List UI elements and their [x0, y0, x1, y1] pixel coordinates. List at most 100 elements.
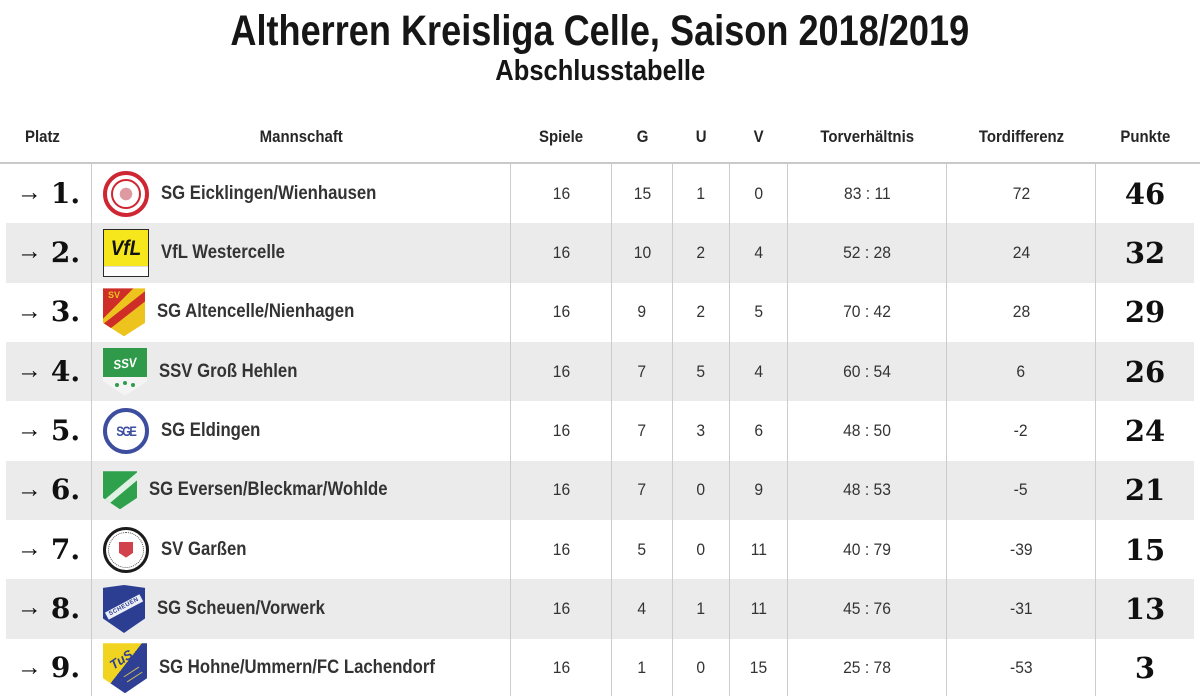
team-cell: SV SG Altencelle/Nienhagen [92, 282, 511, 342]
goal-difference-cell: 6 [947, 341, 1096, 402]
club-logo-altencelle-icon: SV [103, 288, 145, 337]
rank-number: 9. [50, 651, 81, 685]
draws-cell: 1 [673, 579, 730, 639]
table-row: → 1. SG Eicklingen/Wienhausen 16 15 1 0 … [6, 164, 1194, 224]
games-cell: 16 [511, 638, 612, 696]
team-cell: SCHEUEN SG Scheuen/Vorwerk [92, 579, 511, 639]
page-subtitle: Abschlusstabelle [495, 55, 705, 87]
header-platz: Platz [25, 127, 60, 146]
club-logo-eldingen-icon: SGE [103, 407, 149, 454]
trend-arrow-icon: → [16, 652, 42, 681]
goal-ratio-cell: 48 : 53 [788, 460, 947, 520]
club-logo-hehlen-icon: SSV [103, 347, 147, 396]
games-cell: 16 [511, 579, 612, 639]
team-cell: SGE SG Eldingen [92, 401, 511, 461]
games-cell: 16 [511, 519, 612, 580]
team-name: SG Altencelle/Nienhagen [157, 301, 355, 323]
wins-cell: 5 [612, 519, 673, 580]
wins-cell: 7 [612, 401, 673, 461]
wins-cell: 15 [612, 164, 673, 224]
header-mannschaft: Mannschaft [259, 127, 344, 146]
trend-arrow-icon: → [16, 474, 42, 503]
club-logo-scheuen-icon: SCHEUEN [103, 584, 145, 633]
header-u: U [696, 127, 707, 146]
wins-cell: 9 [612, 282, 673, 342]
goal-ratio-cell: 60 : 54 [788, 341, 947, 402]
games-cell: 16 [511, 164, 612, 224]
rank-cell: → 3. [6, 282, 92, 342]
team-name: SG Eldingen [161, 419, 261, 441]
table-row: → 6. SG Eversen/Bleckmar/Wohlde 16 7 0 9… [6, 460, 1194, 520]
team-name: SG Eversen/Bleckmar/Wohlde [149, 479, 388, 501]
table-row: → 5. SGE SG Eldingen 16 7 3 6 48 : 50 -2… [6, 401, 1194, 461]
losses-cell: 4 [730, 223, 788, 283]
goal-difference-cell: 28 [947, 282, 1096, 342]
club-logo-westercelle-icon: VfL [103, 228, 149, 277]
trend-arrow-icon: → [16, 178, 42, 207]
header-punkte: Punkte [1120, 127, 1170, 146]
losses-cell: 6 [730, 401, 788, 461]
wins-cell: 1 [612, 638, 673, 696]
table-row: → 4. SSV SSV Groß Hehlen 16 7 5 4 60 : 5… [6, 341, 1194, 402]
trend-arrow-icon: → [16, 415, 42, 444]
team-name: SG Eicklingen/Wienhausen [161, 182, 377, 204]
club-logo-eicklingen-icon [103, 170, 149, 217]
goal-difference-cell: -5 [947, 460, 1096, 520]
losses-cell: 11 [730, 579, 788, 639]
goal-difference-cell: -53 [947, 638, 1096, 696]
rank-cell: → 9. [6, 638, 92, 696]
rank-cell: → 8. [6, 579, 92, 639]
rank-number: 4. [50, 354, 81, 388]
rank-number: 5. [50, 413, 81, 447]
points-cell: 13 [1124, 591, 1166, 626]
games-cell: 16 [511, 223, 612, 283]
points-cell: 46 [1124, 176, 1166, 211]
club-logo-hohne-icon: TuS [103, 643, 147, 694]
rank-number: 2. [50, 235, 81, 269]
games-cell: 16 [511, 401, 612, 461]
rank-cell: → 6. [6, 460, 92, 520]
goal-ratio-cell: 48 : 50 [788, 401, 947, 461]
draws-cell: 5 [673, 341, 730, 402]
trend-arrow-icon: → [16, 356, 42, 385]
trend-arrow-icon: → [16, 237, 42, 266]
table-row: → 3. SV SG Altencelle/Nienhagen 16 9 2 5… [6, 282, 1194, 342]
trend-arrow-icon: → [16, 593, 42, 622]
draws-cell: 1 [673, 164, 730, 224]
team-cell: SSV SSV Groß Hehlen [92, 341, 511, 402]
rank-number: 3. [50, 295, 81, 329]
header-divider [0, 162, 1200, 164]
points-cell: 29 [1124, 295, 1166, 330]
team-name: SG Scheuen/Vorwerk [157, 597, 325, 619]
table-row: → 2. VfL VfL Westercelle 16 10 2 4 52 : … [6, 223, 1194, 283]
header-v: V [754, 127, 764, 146]
table-row: → 8. SCHEUEN SG Scheuen/Vorwerk 16 4 1 1… [6, 579, 1194, 639]
wins-cell: 7 [612, 460, 673, 520]
team-name: SSV Groß Hehlen [159, 360, 298, 382]
team-cell: TuS SG Hohne/Ummern/FC Lachendorf [92, 638, 511, 696]
draws-cell: 0 [673, 638, 730, 696]
goal-difference-cell: 72 [947, 164, 1096, 224]
header-spiele: Spiele [539, 127, 584, 146]
trend-arrow-icon: → [16, 296, 42, 325]
team-name: VfL Westercelle [161, 241, 285, 263]
goal-ratio-cell: 25 : 78 [788, 638, 947, 696]
losses-cell: 11 [730, 519, 788, 580]
losses-cell: 9 [730, 460, 788, 520]
goal-ratio-cell: 70 : 42 [788, 282, 947, 342]
team-cell: SV Garßen [92, 519, 511, 580]
team-name: SV Garßen [161, 538, 247, 560]
wins-cell: 10 [612, 223, 673, 283]
header-g: G [636, 127, 649, 146]
header-torverhaeltnis: Torverhältnis [820, 127, 915, 146]
team-cell: SG Eicklingen/Wienhausen [92, 164, 511, 224]
rank-cell: → 1. [6, 164, 92, 224]
club-logo-eversen-icon [103, 471, 137, 510]
draws-cell: 0 [673, 460, 730, 520]
draws-cell: 2 [673, 282, 730, 342]
points-cell: 26 [1124, 354, 1166, 389]
goal-difference-cell: -31 [947, 579, 1096, 639]
goal-ratio-cell: 83 : 11 [788, 164, 947, 224]
rank-cell: → 2. [6, 223, 92, 283]
losses-cell: 0 [730, 164, 788, 224]
